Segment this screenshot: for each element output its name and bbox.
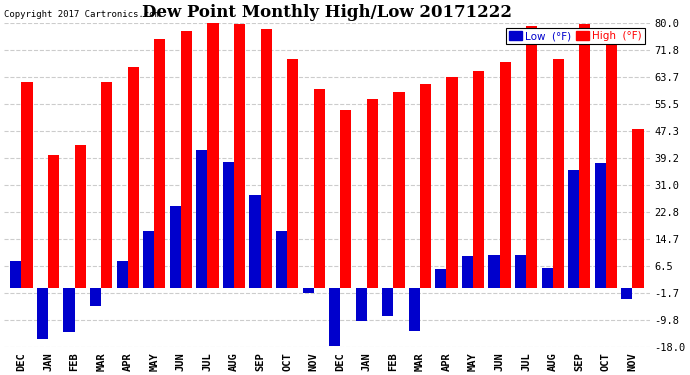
Bar	[367, 99, 378, 288]
Bar	[393, 92, 404, 288]
Bar	[462, 256, 473, 288]
Title: Dew Point Monthly High/Low 20171222: Dew Point Monthly High/Low 20171222	[142, 4, 512, 21]
Bar	[621, 288, 633, 299]
Bar	[90, 288, 101, 306]
Bar	[208, 16, 219, 288]
Bar	[287, 59, 298, 288]
Bar	[143, 231, 155, 288]
Bar	[181, 31, 192, 288]
Bar	[196, 150, 208, 288]
Bar	[261, 29, 272, 288]
Bar	[37, 288, 48, 339]
Bar	[302, 288, 314, 293]
Bar	[10, 261, 21, 288]
Bar	[500, 63, 511, 288]
Bar	[420, 84, 431, 288]
Bar	[21, 82, 32, 288]
Bar	[223, 162, 234, 288]
Bar	[63, 288, 75, 332]
Bar	[526, 26, 538, 288]
Bar	[155, 39, 166, 288]
Bar	[435, 269, 446, 288]
Bar	[580, 24, 591, 288]
Bar	[234, 24, 245, 288]
Bar	[75, 145, 86, 288]
Bar	[170, 207, 181, 288]
Bar	[48, 155, 59, 288]
Bar	[553, 59, 564, 288]
Bar	[595, 164, 606, 288]
Bar	[633, 129, 644, 288]
Bar	[117, 261, 128, 288]
Bar	[276, 231, 287, 288]
Bar	[568, 170, 580, 288]
Text: Copyright 2017 Cartronics.com: Copyright 2017 Cartronics.com	[4, 10, 160, 20]
Legend: Low  (°F), High  (°F): Low (°F), High (°F)	[506, 28, 644, 44]
Bar	[382, 288, 393, 316]
Bar	[101, 82, 112, 288]
Bar	[606, 43, 617, 288]
Bar	[340, 111, 351, 288]
Bar	[249, 195, 261, 288]
Bar	[329, 288, 340, 346]
Bar	[355, 288, 367, 321]
Bar	[473, 71, 484, 288]
Bar	[489, 255, 500, 288]
Bar	[542, 268, 553, 288]
Bar	[515, 255, 526, 288]
Bar	[446, 77, 457, 288]
Bar	[408, 288, 420, 331]
Bar	[314, 89, 325, 288]
Bar	[128, 68, 139, 288]
